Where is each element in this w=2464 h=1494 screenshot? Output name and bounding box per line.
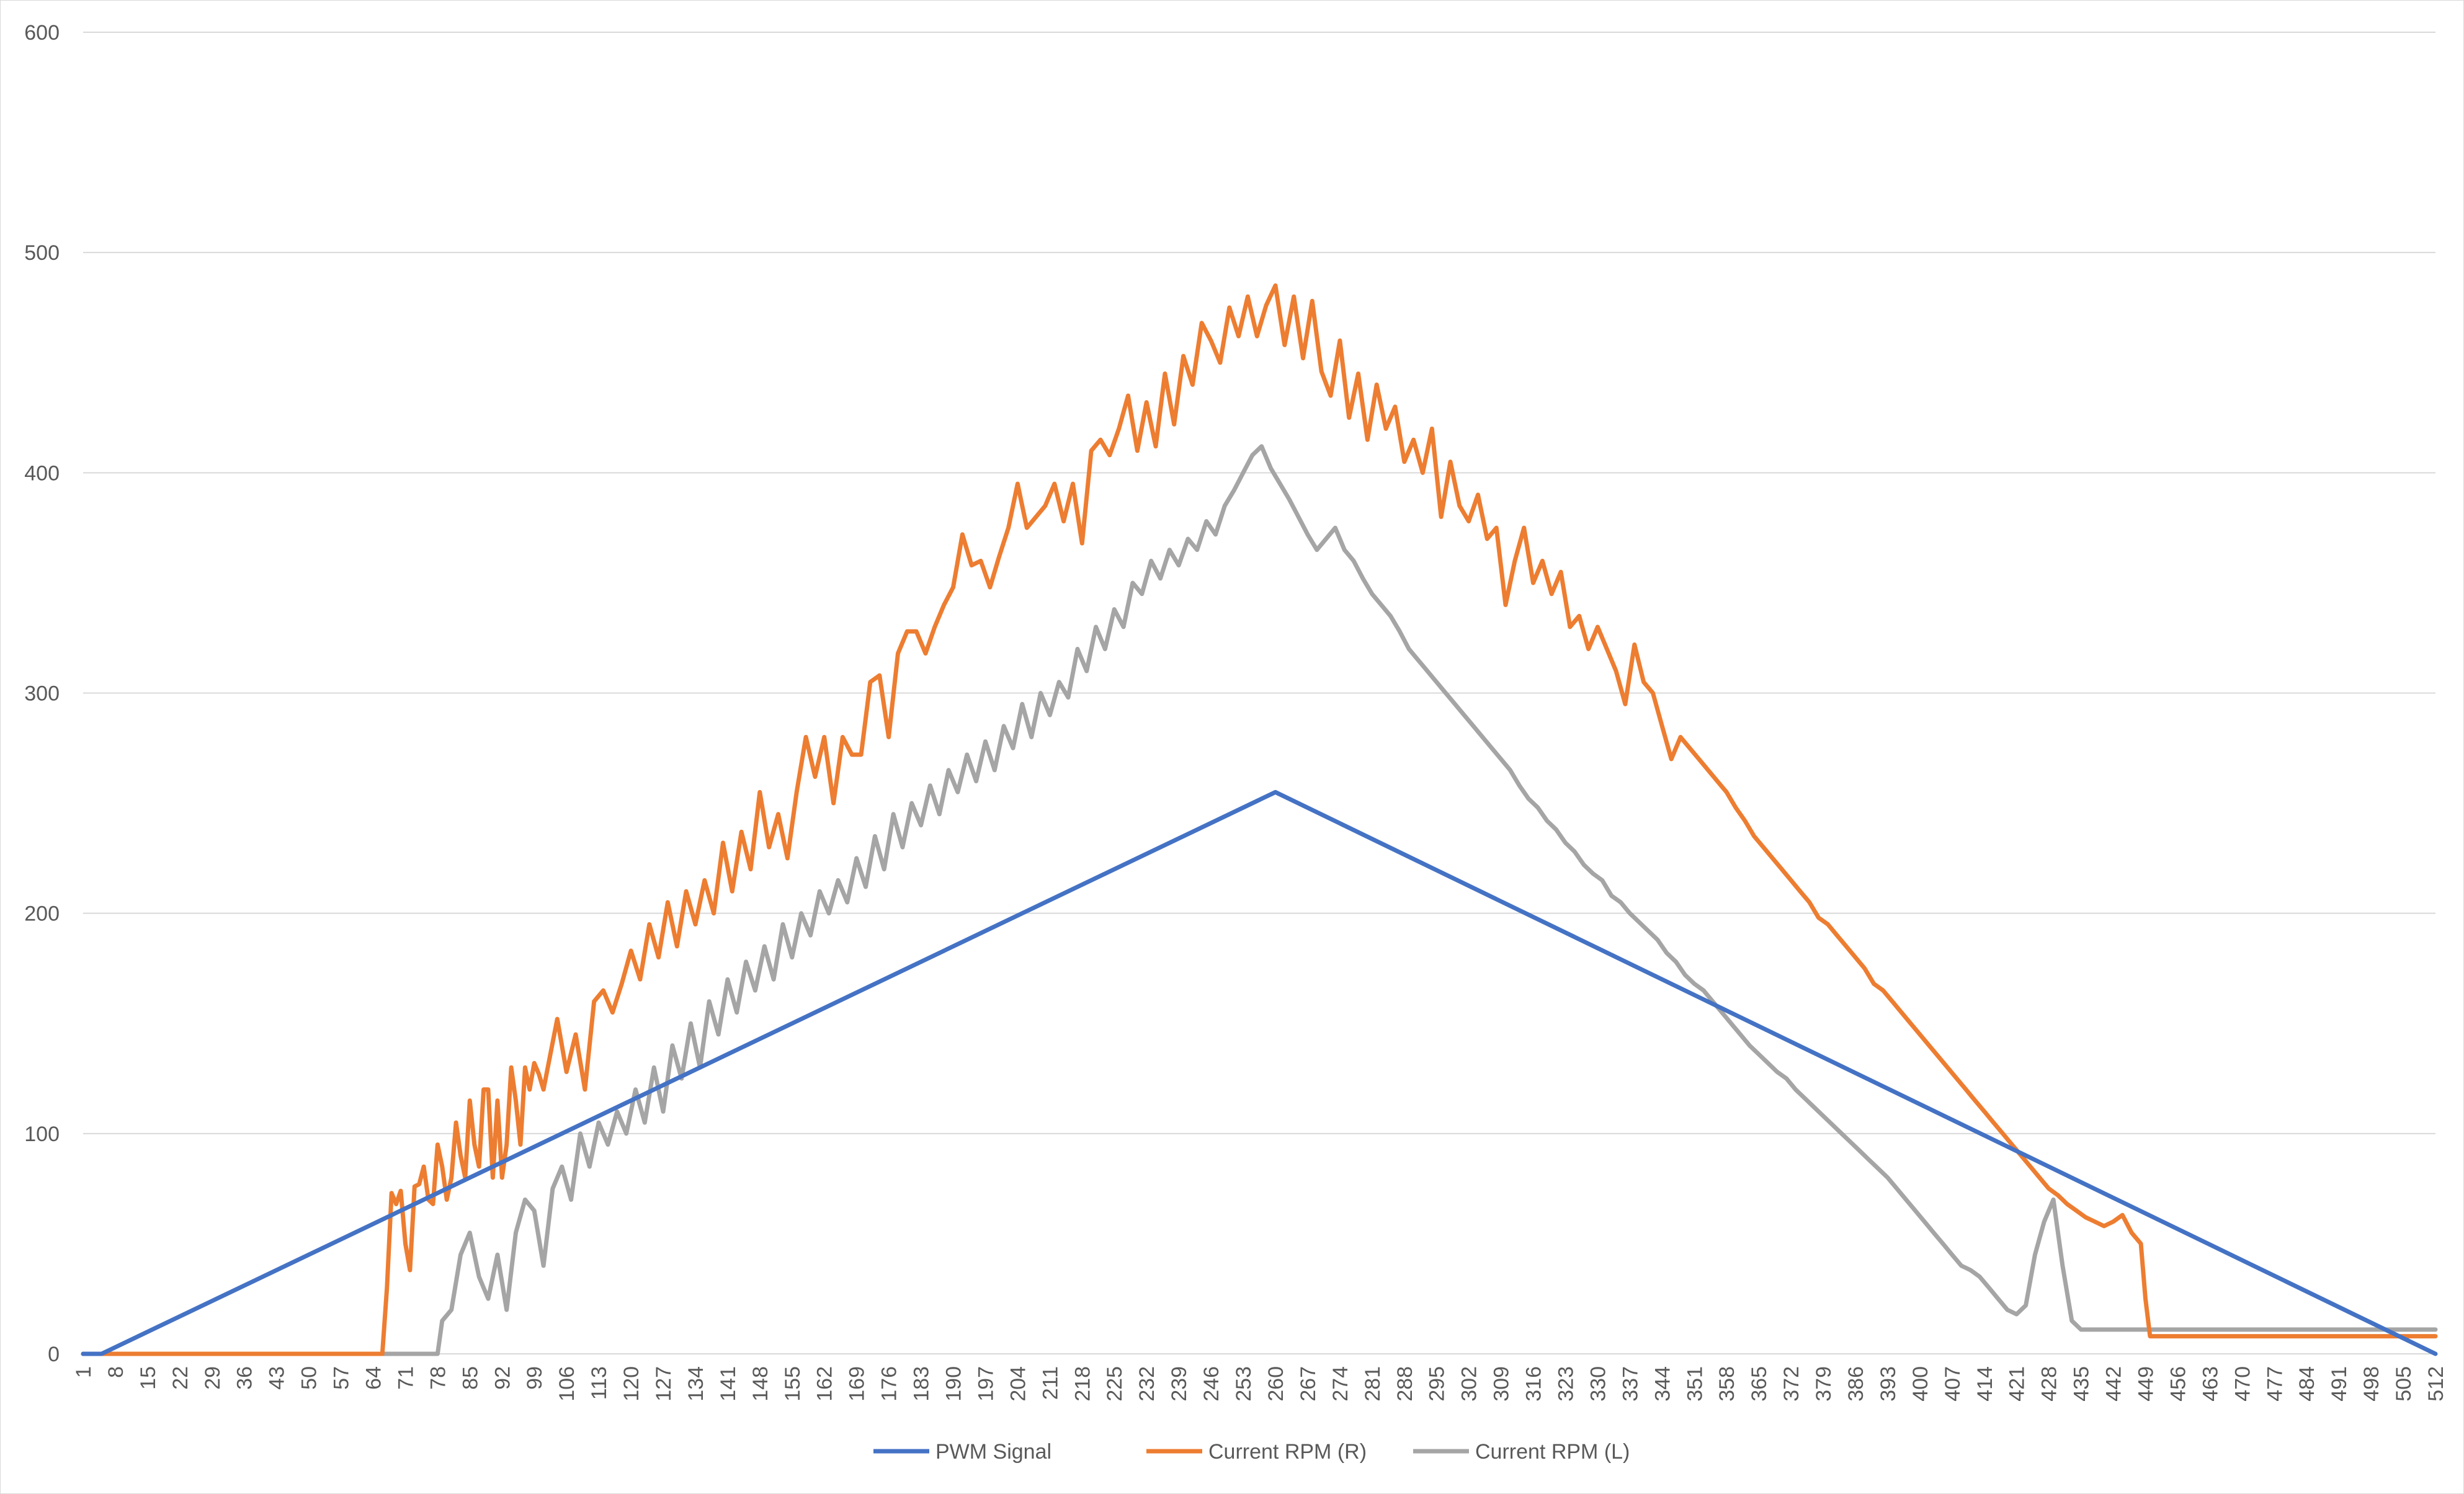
x-tick-label: 99	[523, 1366, 547, 1390]
x-tick-label: 50	[298, 1366, 321, 1390]
y-tick-label: 500	[24, 241, 60, 265]
legend-label: PWM Signal	[935, 1440, 1051, 1464]
x-tick-label: 316	[1522, 1366, 1546, 1402]
x-tick-label: 379	[1812, 1366, 1836, 1402]
legend-label: Current RPM (R)	[1208, 1440, 1367, 1464]
x-tick-label: 155	[781, 1366, 805, 1402]
x-tick-label: 78	[426, 1366, 450, 1390]
y-tick-label: 0	[48, 1343, 60, 1366]
series-lines	[81, 283, 2438, 1356]
x-tick-label: 309	[1490, 1366, 1514, 1402]
x-axis-ticks: 1 8 15 22 29 36 43 50 57 64 71 78 85 92 99 106 113 120 127…	[72, 1366, 2448, 1402]
x-tick-label: 134	[684, 1366, 708, 1402]
x-tick-label: 120	[620, 1366, 643, 1402]
series-line-current-rpm-r	[81, 283, 2438, 1356]
x-tick-label: 190	[942, 1366, 966, 1402]
x-tick-label: 484	[2295, 1366, 2319, 1402]
x-tick-label: 246	[1200, 1366, 1223, 1402]
x-tick-label: 463	[2198, 1366, 2222, 1402]
legend-label: Current RPM (L)	[1475, 1440, 1630, 1464]
x-tick-label: 344	[1651, 1366, 1674, 1402]
x-tick-label: 113	[587, 1366, 611, 1400]
series-line-pwm-signal	[81, 789, 2438, 1356]
x-tick-label: 414	[1973, 1366, 1997, 1402]
x-tick-label: 64	[362, 1366, 386, 1390]
y-tick-label: 200	[24, 902, 60, 926]
x-tick-label: 127	[652, 1366, 676, 1402]
x-tick-label: 232	[1135, 1366, 1159, 1402]
x-tick-label: 267	[1297, 1366, 1320, 1402]
x-tick-label: 323	[1554, 1366, 1578, 1402]
y-tick-label: 300	[24, 682, 60, 706]
x-tick-label: 218	[1071, 1366, 1094, 1402]
x-tick-label: 407	[1941, 1366, 1965, 1402]
x-tick-label: 421	[2006, 1366, 2029, 1402]
x-tick-label: 148	[749, 1366, 772, 1402]
x-tick-label: 477	[2263, 1366, 2287, 1402]
x-tick-label: 106	[555, 1366, 579, 1402]
x-tick-label: 197	[974, 1366, 998, 1402]
x-tick-label: 204	[1006, 1366, 1030, 1402]
x-tick-label: 449	[2134, 1366, 2158, 1402]
x-tick-label: 288	[1393, 1366, 1417, 1402]
x-tick-label: 260	[1264, 1366, 1288, 1402]
x-tick-label: 365	[1748, 1366, 1771, 1402]
x-tick-label: 498	[2360, 1366, 2383, 1402]
x-tick-label: 225	[1103, 1366, 1127, 1402]
x-tick-label: 372	[1780, 1366, 1803, 1402]
x-tick-label: 92	[491, 1366, 514, 1390]
x-tick-label: 1	[72, 1366, 96, 1378]
x-tick-label: 239	[1167, 1366, 1191, 1402]
x-tick-label: 302	[1458, 1366, 1481, 1402]
y-tick-label: 100	[24, 1123, 60, 1146]
x-tick-label: 253	[1232, 1366, 1256, 1402]
x-tick-label: 386	[1844, 1366, 1868, 1402]
x-tick-label: 281	[1361, 1366, 1385, 1402]
x-tick-label: 428	[2038, 1366, 2061, 1402]
x-tick-label: 393	[1877, 1366, 1900, 1402]
x-tick-label: 8	[104, 1366, 128, 1378]
x-tick-label: 71	[394, 1366, 417, 1390]
x-tick-label: 43	[266, 1366, 289, 1390]
x-tick-label: 85	[458, 1366, 482, 1390]
x-tick-label: 358	[1715, 1366, 1739, 1402]
x-tick-label: 36	[233, 1366, 257, 1390]
x-tick-label: 512	[2424, 1366, 2448, 1402]
legend: PWM Signal Current RPM (R) Current RPM (L)	[873, 1440, 1630, 1464]
x-tick-label: 400	[1909, 1366, 1932, 1402]
x-tick-label: 505	[2392, 1366, 2416, 1402]
x-tick-label: 15	[136, 1366, 160, 1390]
x-tick-label: 162	[813, 1366, 837, 1402]
y-tick-label: 400	[24, 461, 60, 485]
x-tick-label: 29	[201, 1366, 225, 1390]
x-tick-label: 169	[846, 1366, 869, 1402]
x-tick-label: 57	[330, 1366, 354, 1390]
x-tick-label: 295	[1426, 1366, 1449, 1402]
x-tick-label: 22	[169, 1366, 192, 1390]
x-tick-label: 470	[2231, 1366, 2254, 1402]
series-line-current-rpm-l	[81, 444, 2438, 1356]
x-tick-label: 274	[1329, 1366, 1352, 1402]
x-tick-label: 435	[2070, 1366, 2094, 1402]
x-tick-label: 337	[1618, 1366, 1642, 1402]
x-tick-label: 442	[2102, 1366, 2126, 1402]
y-axis-ticks: 0 100 200 300 400 500 600	[24, 21, 60, 1366]
x-tick-label: 141	[716, 1366, 740, 1402]
x-tick-label: 491	[2328, 1366, 2351, 1402]
y-tick-label: 600	[24, 21, 60, 45]
x-tick-label: 351	[1683, 1366, 1707, 1402]
x-tick-label: 176	[878, 1366, 901, 1402]
x-tick-label: 330	[1586, 1366, 1610, 1402]
x-tick-label: 183	[910, 1366, 934, 1402]
x-tick-label: 456	[2166, 1366, 2190, 1402]
x-tick-label: 211	[1038, 1366, 1062, 1400]
